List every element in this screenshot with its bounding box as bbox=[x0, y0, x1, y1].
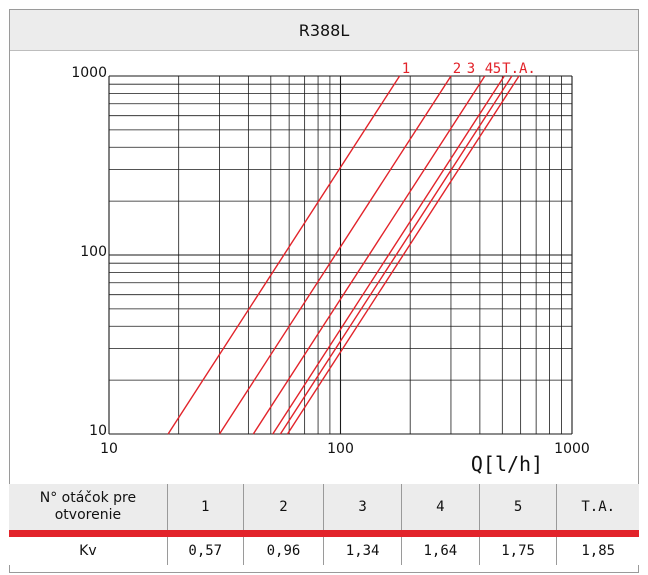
series-label: 5 bbox=[493, 61, 501, 77]
x-axis-label: Q[l/h] bbox=[471, 452, 543, 476]
series-line-5 bbox=[279, 75, 513, 435]
kv-value-4: 1,64 bbox=[401, 537, 480, 565]
series-label: 3 bbox=[467, 61, 475, 77]
series-line-4 bbox=[272, 75, 505, 435]
kv-row-label: Kv bbox=[9, 537, 168, 565]
series-line-3 bbox=[252, 75, 486, 435]
table-row: Kv 0,57 0,96 1,34 1,64 1,75 1,85 bbox=[9, 537, 639, 565]
table-accent-bar bbox=[9, 530, 639, 537]
col-header-4: 4 bbox=[401, 484, 480, 530]
kv-value-ta: 1,85 bbox=[556, 537, 639, 565]
series-label: 4 bbox=[485, 61, 493, 77]
table-header-row: N° otáčok pre otvorenie 1 2 3 4 5 T.A. bbox=[9, 484, 639, 530]
turns-header-label: N° otáčok pre otvorenie bbox=[9, 484, 168, 530]
series-label: T.A. bbox=[502, 61, 536, 77]
col-header-5: 5 bbox=[478, 484, 557, 530]
col-header-2: 2 bbox=[242, 484, 324, 530]
x-tick-label: 100 bbox=[327, 441, 354, 457]
series-label: 1 bbox=[402, 61, 410, 77]
y-tick-label: 1000 bbox=[71, 65, 107, 81]
chart-panel: R388L bbox=[9, 9, 639, 573]
col-header-1: 1 bbox=[166, 484, 244, 530]
x-tick-label: 10 bbox=[100, 441, 118, 457]
series-line-2 bbox=[218, 75, 452, 435]
chart-title: R388L bbox=[10, 10, 638, 51]
series-line-1 bbox=[167, 75, 401, 435]
y-tick-label: 100 bbox=[80, 244, 107, 260]
x-tick-label: 1000 bbox=[554, 441, 590, 457]
y-tick-label: 10 bbox=[89, 423, 107, 439]
series-line-6 bbox=[286, 75, 520, 435]
kv-value-3: 1,34 bbox=[323, 537, 402, 565]
series-label: 2 bbox=[453, 61, 461, 77]
kv-value-2: 0,96 bbox=[242, 537, 324, 565]
col-header-3: 3 bbox=[323, 484, 402, 530]
kv-value-5: 1,75 bbox=[478, 537, 557, 565]
col-header-ta: T.A. bbox=[556, 484, 639, 530]
kv-value-1: 0,57 bbox=[166, 537, 244, 565]
flow-chart: 10 100 1000 10 100 1000 Q[l/h] 1 2 3 4 5 T.A. bbox=[71, 61, 590, 476]
kv-table: N° otáčok pre otvorenie 1 2 3 4 5 T.A. K… bbox=[9, 484, 639, 565]
